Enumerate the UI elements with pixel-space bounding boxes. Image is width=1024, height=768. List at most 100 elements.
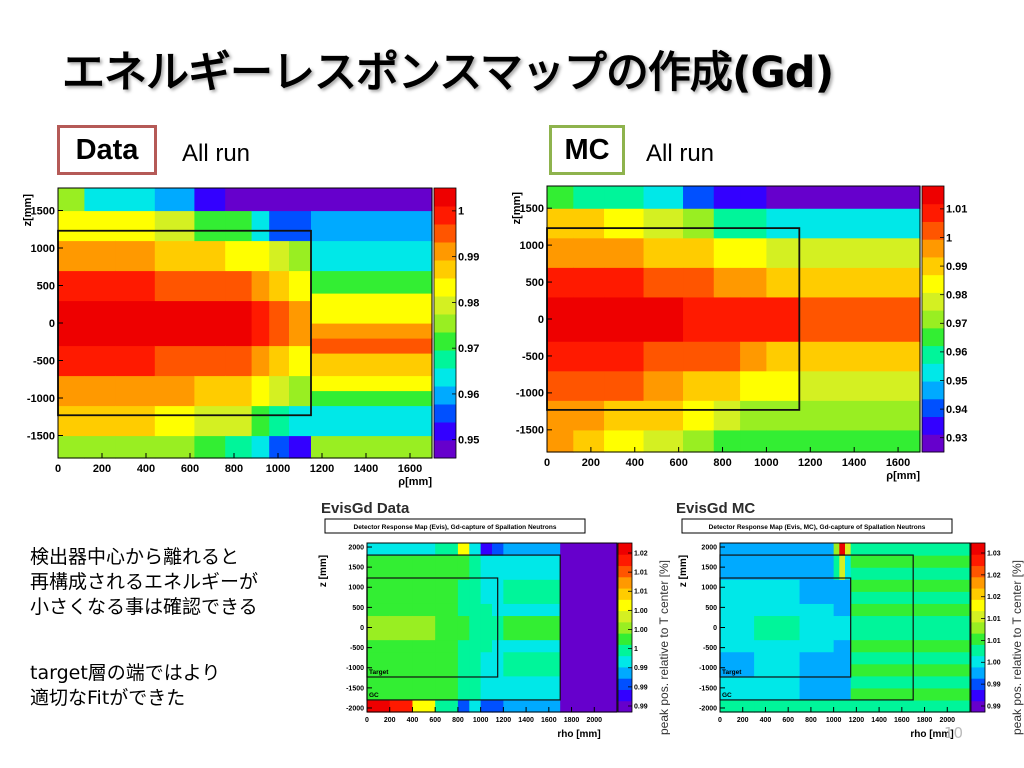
colorbar-segment [922,310,944,329]
y-tick-label: 500 [352,605,364,612]
heat-cell [251,188,270,212]
colorbar-segment [971,588,985,600]
target-label: Target [722,669,742,676]
heat-cell [720,579,755,604]
evis-mc-map-svg: Detector Response Map (Evis, MC), Gd-cap… [678,518,1024,740]
colorbar-segment [971,543,985,555]
heat-cell [720,699,755,713]
heat-cell [289,300,312,347]
heat-cell [604,237,645,268]
heat-cell [194,300,226,347]
colorbar-segment [618,644,632,657]
heat-cell [683,370,715,401]
x-tick-label: 0 [544,457,550,469]
heat-cell [850,555,914,568]
heat-cell [683,186,715,209]
y-tick-label: 500 [37,280,55,292]
heat-cell [799,579,835,604]
colorbar-segment [922,221,944,240]
colorbar-tick-label: 0.95 [946,375,967,387]
heat-cell [194,240,226,272]
heat-cell [412,555,436,580]
heat-cell [720,543,755,556]
heat-cell [269,300,290,347]
heat-cell [435,615,459,641]
heat-cell [503,555,561,580]
colorbar-tick-label: 1.01 [946,204,967,216]
x-tick-label: 1400 [518,717,534,724]
heat-cell [251,435,270,459]
heat-cell [799,651,835,677]
x-tick-label: 200 [384,717,396,724]
heat-cell [740,370,768,401]
colorbar-segment [434,350,456,369]
x-tick-label: 1200 [496,717,512,724]
heat-cell [839,579,846,604]
colorbar-segment [618,576,632,589]
colorbar-axis-label: peak pos. relative to T center [%] [657,560,670,735]
heat-cell [913,699,971,713]
colorbar-segment [618,543,632,555]
heat-cell [845,579,852,604]
heat-cell [799,639,835,653]
heat-cell [503,615,561,641]
heat-cell [643,267,684,298]
colorbar-segment [434,404,456,423]
colorbar-segment [434,224,456,243]
heat-cell [480,615,493,641]
x-tick-label: 2000 [939,717,955,724]
slide-title: エネルギーレスポンスマップの作成(Gd) [62,48,834,98]
heat-cell [913,579,971,592]
x-tick-label: 1000 [473,717,489,724]
heat-cell [469,579,482,604]
heat-cell [713,237,741,268]
heat-cell [713,186,741,209]
heat-cell [492,543,504,556]
heat-cell [683,296,715,342]
colorbar-segment [971,554,985,567]
colorbar-segment [971,644,985,657]
y-tick-label: -500 [703,645,717,652]
x-tick-label: 400 [407,717,419,724]
colorbar-segment [434,296,456,315]
colorbar-tick-label: 1.03 [987,550,1001,557]
heat-cell [839,651,846,677]
y-tick-label: -1000 [27,393,55,405]
colorbar-segment [434,422,456,441]
heat-cell [850,675,914,689]
heat-cell [435,543,459,556]
colorbar-segment [922,274,944,293]
heat-cell [84,188,116,212]
colorbar-segment [618,700,632,713]
heat-cell [547,400,574,431]
heat-cell [311,270,433,294]
colorbar-segment [971,633,985,645]
heat-cell [225,188,253,212]
heat-cell [469,555,482,580]
heat-cell [503,651,561,677]
y-axis-label: z [mm] [318,555,329,587]
colorbar-segment [618,621,632,634]
heat-cell [154,300,195,347]
x-tick-label: 1800 [917,717,933,724]
heat-cell [754,651,801,677]
heat-cell [457,603,470,617]
heat-cell [469,651,482,677]
heat-cell [604,296,645,342]
colorbar-segment [922,292,944,311]
heat-cell [850,651,914,665]
heat-cell [503,699,561,713]
heat-cell [845,699,852,713]
heat-cell [754,615,801,641]
heat-cell [799,603,835,617]
heat-cell [683,267,715,298]
colorbar-segment [922,381,944,400]
x-tick-label: 1200 [798,457,822,469]
x-tick-label: 1400 [842,457,866,469]
heat-cell [311,188,433,212]
heat-cell [480,651,493,677]
heat-cell [643,296,684,342]
heat-cell [311,210,433,242]
heat-cell [480,639,493,653]
y-axis-label: z[mm] [511,192,523,225]
